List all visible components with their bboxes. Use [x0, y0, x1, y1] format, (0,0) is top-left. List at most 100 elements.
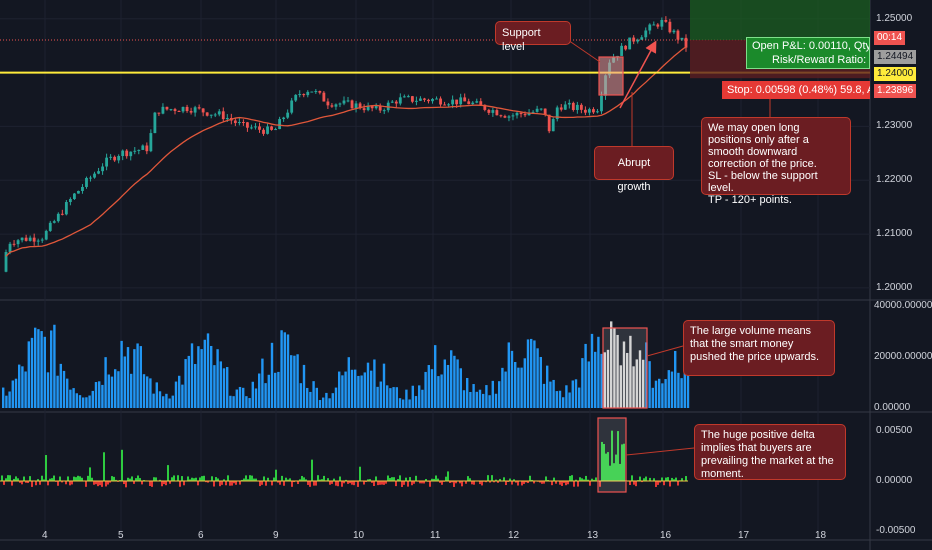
candle-body: [563, 104, 567, 110]
volume-bar: [158, 391, 162, 408]
delta-pane[interactable]: [0, 430, 688, 488]
candle-body: [455, 99, 459, 105]
candle-body: [165, 106, 169, 110]
volume-bar: [667, 370, 670, 408]
time-tick-label: 6: [198, 530, 204, 541]
stop-loss-label[interactable]: Stop: 0.00598 (0.48%) 59.8, Ar: [722, 81, 870, 99]
volume-bar: [408, 399, 411, 408]
support-level-callout[interactable]: Support level: [495, 21, 571, 53]
volume-bar: [494, 393, 498, 408]
candle-body: [660, 20, 664, 27]
support-connector: [564, 37, 601, 63]
volume-bar: [510, 350, 514, 408]
volume-bar: [389, 388, 392, 408]
volume-bar: [469, 391, 472, 408]
chart-overlays: [0, 0, 870, 493]
delta-tick-label: -0.00500: [876, 525, 916, 536]
candle-body: [97, 171, 100, 174]
candle-body: [68, 199, 72, 203]
candle-body: [221, 111, 225, 120]
volume-bar: [149, 378, 152, 408]
volume-bar: [488, 395, 491, 408]
price-tick-label: 1.25000: [876, 12, 913, 24]
candle-body: [503, 116, 507, 118]
strategy-callout[interactable]: We may open long positions only after a …: [701, 117, 851, 206]
candle-body: [415, 100, 418, 102]
volume-callout[interactable]: The large volume means that the smart mo…: [683, 320, 835, 376]
abrupt-growth-callout[interactable]: Abrupt growth: [594, 146, 674, 193]
candle-body: [555, 107, 559, 120]
candle-body: [145, 145, 149, 152]
volume-highlight-box: [602, 327, 648, 409]
volume-bar: [504, 371, 507, 408]
volume-bar: [283, 332, 286, 408]
volume-bar: [210, 345, 213, 408]
volume-bar: [46, 372, 50, 408]
volume-bar: [306, 387, 309, 408]
growth-arrow: [619, 40, 657, 109]
volume-bar: [296, 354, 299, 408]
volume-bar: [427, 365, 430, 408]
abrupt-growth-box: [598, 56, 624, 96]
volume-bar: [325, 392, 328, 408]
candle-body: [507, 116, 511, 118]
price-pane[interactable]: [4, 16, 688, 273]
candle-body: [644, 30, 648, 38]
candle-body: [431, 99, 434, 102]
volume-bar: [526, 339, 530, 408]
volume-bar: [43, 336, 46, 408]
volume-bar: [552, 379, 555, 408]
candle-body: [105, 157, 109, 167]
volume-bar: [395, 387, 398, 408]
volume-bar: [414, 396, 418, 408]
volume-bar: [677, 372, 680, 408]
volume-bar: [341, 375, 344, 408]
volume-bar: [37, 329, 40, 408]
candle-body: [278, 119, 282, 130]
candle-body: [149, 133, 153, 152]
volume-bar: [181, 384, 184, 408]
volume-bar: [232, 396, 235, 408]
candle-body: [157, 112, 161, 114]
candle-body: [137, 149, 141, 151]
price-tick-label: 1.20000: [876, 281, 913, 293]
candle-body: [547, 114, 551, 132]
volume-bar: [136, 343, 139, 408]
stop-price-tag: 1.23896: [874, 84, 917, 98]
volume-bar: [14, 378, 18, 408]
volume-bar: [443, 359, 446, 408]
volume-bar: [200, 349, 203, 408]
volume-tick-label: 0.00000: [874, 402, 911, 413]
volume-bar: [274, 372, 277, 408]
volume-bar: [245, 396, 248, 408]
volume-bar: [104, 357, 107, 408]
volume-bar: [622, 341, 626, 408]
candle-body: [394, 101, 398, 104]
candle-body: [559, 107, 563, 110]
volume-bar: [491, 380, 494, 408]
support-price-tag: 1.24000: [874, 67, 917, 81]
volume-bar: [680, 378, 683, 408]
volume-bar: [382, 363, 386, 408]
time-tick-label: 13: [587, 530, 599, 541]
moving-average-line: [5, 46, 687, 257]
volume-bar: [213, 365, 216, 408]
volume-bar: [421, 389, 424, 408]
delta-tick-label: 0.00000: [876, 475, 913, 486]
position-pnl-label[interactable]: Open P&L: 0.00110, Qty: 4 Risk/Reward Ra…: [746, 37, 870, 69]
candle-body: [588, 109, 591, 113]
volume-bar: [66, 378, 69, 408]
delta-callout[interactable]: The huge positive delta implies that buy…: [694, 424, 846, 480]
volume-bar: [78, 395, 82, 408]
candle-body: [258, 126, 261, 130]
volume-bar: [315, 387, 318, 408]
time-tick-label: 5: [118, 530, 124, 541]
volume-bar: [686, 366, 690, 408]
candle-body: [181, 106, 185, 112]
volume-bar: [69, 389, 72, 408]
volume-pane[interactable]: [2, 321, 690, 408]
volume-bar: [459, 368, 462, 408]
volume-bar: [219, 361, 222, 408]
